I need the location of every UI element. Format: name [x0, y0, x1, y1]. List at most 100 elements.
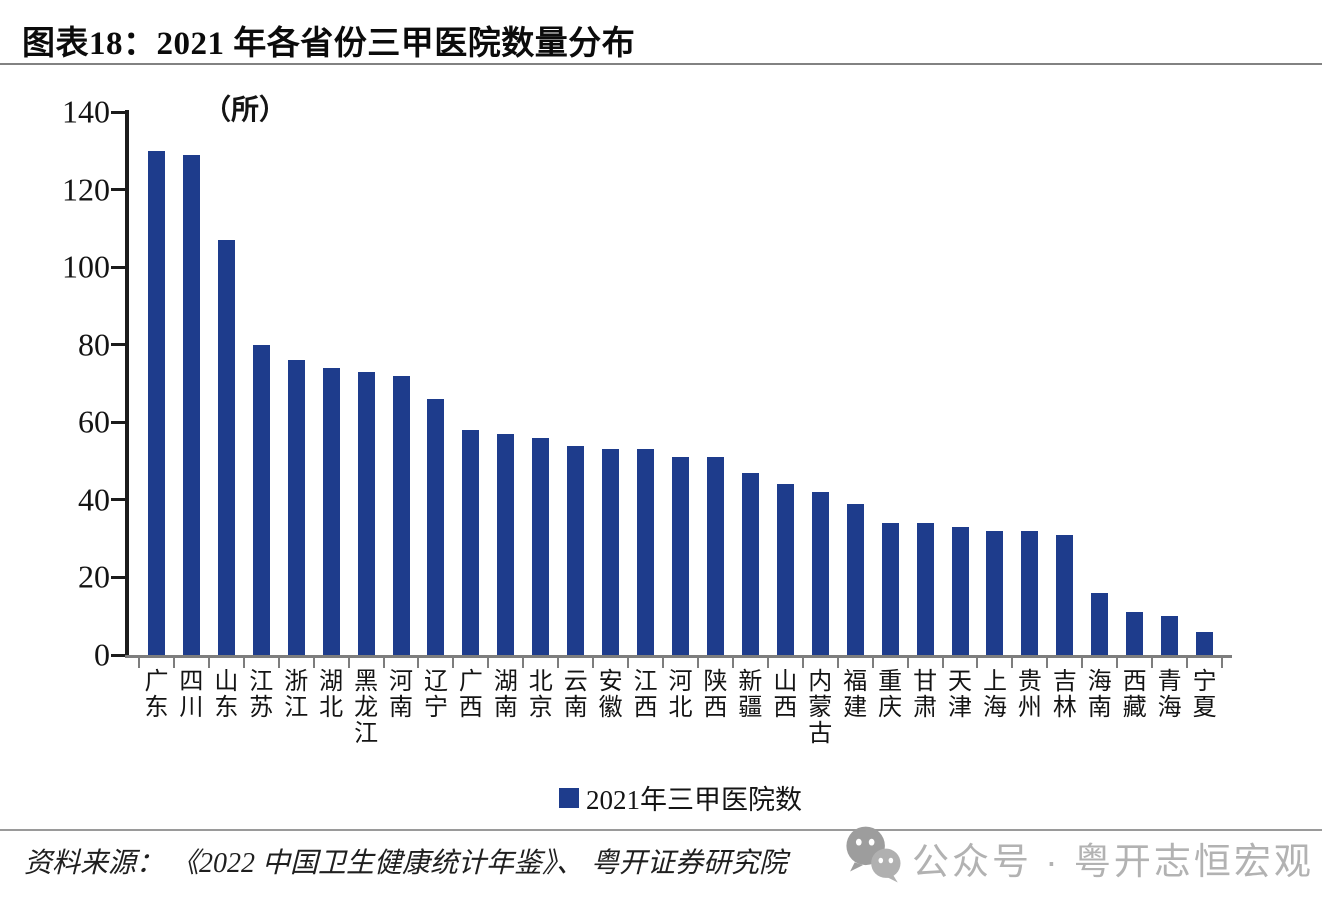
bar — [462, 430, 480, 655]
bar — [567, 445, 585, 655]
bar-slot — [978, 112, 1013, 655]
x-axis-ticks — [138, 658, 1223, 669]
bar-slot — [1047, 112, 1082, 655]
bar — [706, 457, 724, 655]
bar — [217, 240, 235, 655]
bar-slot — [314, 112, 349, 655]
x-category-label: 海南 — [1087, 669, 1112, 721]
bar-slot — [349, 112, 384, 655]
bar — [881, 523, 899, 655]
x-category-label: 四川 — [179, 669, 204, 721]
x-tick — [557, 658, 560, 668]
bar-slot — [733, 112, 768, 655]
x-category-label: 北京 — [528, 669, 553, 721]
y-tick — [111, 110, 125, 114]
x-tick — [1046, 658, 1049, 668]
bar — [846, 503, 864, 655]
y-tick-label: 120 — [62, 171, 110, 208]
y-tick — [111, 265, 125, 269]
x-category-label: 广东 — [144, 669, 169, 721]
x-tick — [871, 658, 874, 668]
bar-slot — [174, 112, 209, 655]
bar-slot — [628, 112, 663, 655]
bar — [1021, 530, 1039, 655]
x-category-label: 内蒙古 — [808, 669, 833, 747]
x-category-label: 宁夏 — [1192, 669, 1217, 721]
bar-slot — [593, 112, 628, 655]
bar-slot — [1117, 112, 1152, 655]
bar-slot — [803, 112, 838, 655]
y-tick-label: 80 — [78, 326, 110, 363]
x-category-label: 重庆 — [878, 669, 903, 721]
bar-slot — [1082, 112, 1117, 655]
y-tick — [111, 420, 125, 424]
bar — [287, 360, 305, 655]
legend-swatch — [559, 787, 579, 808]
x-category-label: 云南 — [563, 669, 588, 721]
x-tick — [382, 658, 385, 668]
bar-slot — [558, 112, 593, 655]
x-tick — [417, 658, 420, 668]
bar — [147, 150, 165, 655]
x-category-label: 河南 — [389, 669, 414, 721]
x-category-label: 山西 — [773, 669, 798, 721]
y-tick — [111, 653, 125, 657]
x-category-label: 陕西 — [703, 669, 728, 721]
y-tick — [111, 575, 125, 579]
x-tick — [662, 658, 665, 668]
x-category-label: 黑龙江 — [354, 669, 379, 747]
y-tick-label: 100 — [62, 248, 110, 285]
x-category-label: 贵州 — [1017, 669, 1042, 721]
y-tick-label: 60 — [78, 403, 110, 440]
y-axis-unit-label: （所） — [203, 95, 288, 126]
x-tick — [347, 658, 350, 668]
x-category-label: 江西 — [633, 669, 658, 721]
bar — [182, 154, 200, 655]
bar-slot — [244, 112, 279, 655]
y-tick-label: 0 — [94, 636, 110, 673]
x-category-label: 天津 — [948, 669, 973, 721]
bar-slot — [419, 112, 454, 655]
y-tick — [111, 498, 125, 502]
x-category-label: 江苏 — [249, 669, 274, 721]
x-tick — [172, 658, 175, 668]
x-tick — [766, 658, 769, 668]
bar-slot — [1152, 112, 1187, 655]
x-tick — [1221, 658, 1223, 668]
bar — [776, 484, 794, 655]
x-category-label: 甘肃 — [913, 669, 938, 721]
source-text: 资料来源： 《2022 中国卫生健康统计年鉴》、 粤开证券研究院 — [24, 848, 788, 879]
bar-slot — [908, 112, 943, 655]
bar — [637, 449, 655, 655]
y-axis-line — [125, 110, 129, 658]
x-tick — [1186, 658, 1189, 668]
bar-slot — [873, 112, 908, 655]
x-tick — [138, 658, 140, 668]
x-tick — [1081, 658, 1084, 668]
x-tick — [976, 658, 979, 668]
y-tick-label: 20 — [78, 558, 110, 595]
x-category-label: 广西 — [458, 669, 483, 721]
x-category-label: 湖北 — [319, 669, 344, 721]
x-category-label: 福建 — [843, 669, 868, 721]
watermark: 公众号 · 粤开志恒宏观 — [840, 822, 1314, 893]
bar-slot — [488, 112, 523, 655]
x-category-label: 辽宁 — [423, 669, 448, 721]
bar — [322, 368, 340, 655]
x-category-label: 西藏 — [1122, 669, 1147, 721]
x-tick — [696, 658, 699, 668]
bar-slot — [523, 112, 558, 655]
x-axis-line — [125, 655, 1232, 658]
x-tick — [592, 658, 595, 668]
bar — [427, 399, 445, 655]
x-tick — [522, 658, 525, 668]
bar-slot — [1012, 112, 1047, 655]
bar-slot — [384, 112, 419, 655]
bar — [1161, 616, 1179, 655]
x-category-label: 安徽 — [598, 669, 623, 721]
chart-title: 图表18：2021 年各省份三甲医院数量分布 — [22, 26, 636, 62]
bar — [252, 344, 270, 655]
x-tick — [1151, 658, 1154, 668]
x-category-label: 青海 — [1157, 669, 1182, 721]
